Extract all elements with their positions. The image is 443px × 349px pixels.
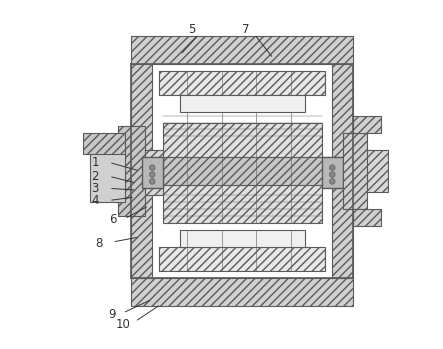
Text: 9: 9: [109, 308, 116, 321]
Text: 1: 1: [91, 156, 99, 169]
Polygon shape: [90, 143, 124, 202]
Text: 6: 6: [109, 213, 116, 226]
Polygon shape: [83, 133, 124, 154]
Polygon shape: [353, 150, 388, 192]
Polygon shape: [159, 247, 325, 272]
Text: 8: 8: [95, 237, 102, 250]
Polygon shape: [132, 279, 353, 306]
Text: 4: 4: [91, 194, 99, 207]
Polygon shape: [343, 133, 367, 209]
Polygon shape: [132, 150, 163, 195]
Circle shape: [149, 179, 155, 184]
Text: 5: 5: [188, 23, 196, 36]
Circle shape: [330, 165, 335, 170]
Polygon shape: [322, 157, 343, 188]
Text: 3: 3: [91, 182, 99, 195]
Text: 10: 10: [115, 318, 130, 331]
Text: 2: 2: [91, 170, 99, 183]
Polygon shape: [180, 95, 305, 112]
Polygon shape: [142, 157, 163, 188]
Polygon shape: [332, 64, 353, 279]
Circle shape: [330, 172, 335, 177]
Circle shape: [149, 172, 155, 177]
Polygon shape: [159, 70, 325, 95]
Polygon shape: [163, 157, 353, 185]
Circle shape: [149, 165, 155, 170]
Polygon shape: [353, 116, 381, 133]
Text: 7: 7: [242, 23, 249, 36]
Polygon shape: [132, 36, 353, 64]
Polygon shape: [163, 122, 322, 223]
Circle shape: [330, 179, 335, 184]
Polygon shape: [118, 126, 145, 216]
Polygon shape: [132, 64, 152, 279]
Polygon shape: [180, 230, 305, 247]
Polygon shape: [353, 209, 381, 227]
